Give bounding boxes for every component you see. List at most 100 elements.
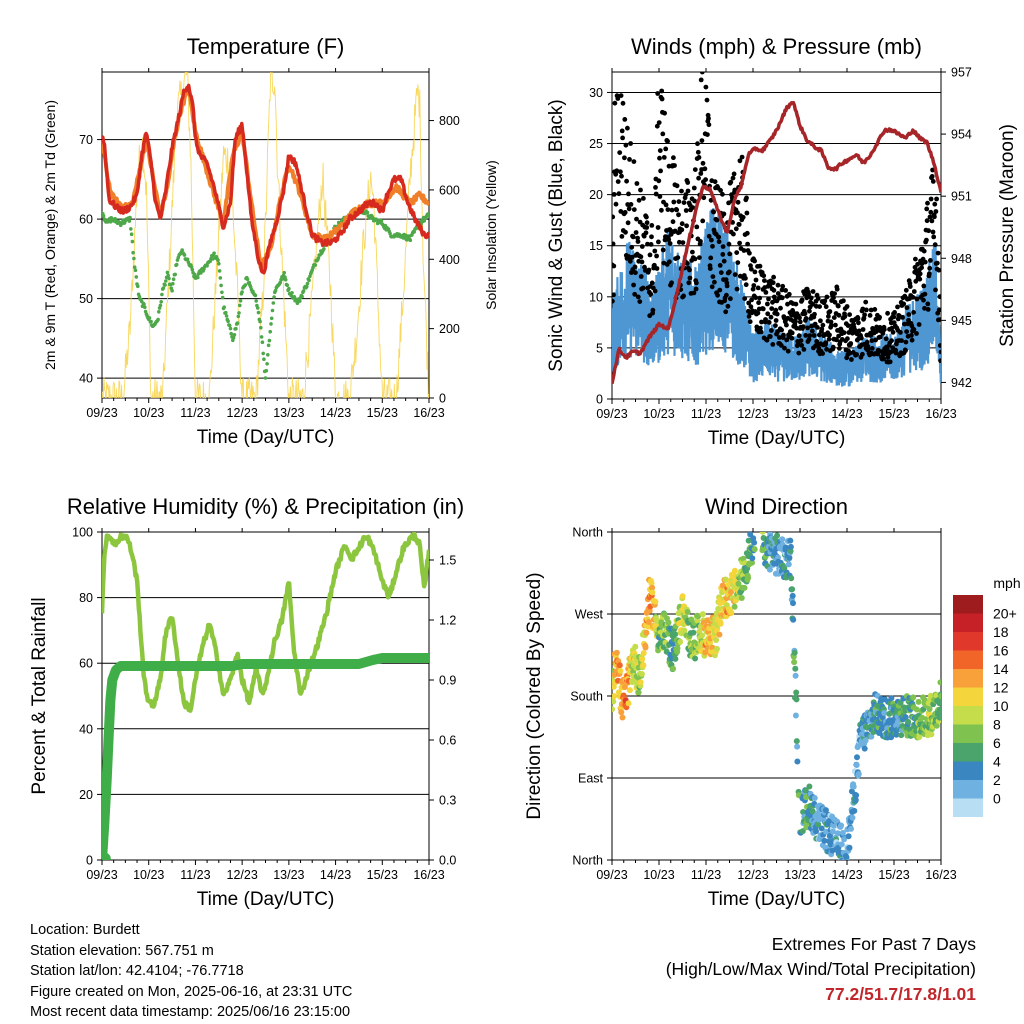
wind-gust-point xyxy=(810,301,816,307)
dir-x-tick-label: 14/23 xyxy=(831,868,862,882)
temp-dewpoint-point xyxy=(427,214,429,218)
wind-gust-point xyxy=(860,306,866,312)
wind-gust-point xyxy=(797,319,803,325)
wind-gust-point xyxy=(614,14,619,19)
dir-direction-point xyxy=(852,796,859,803)
wind-gust-point xyxy=(617,150,623,156)
wind-gust-point xyxy=(717,263,723,268)
wind-gust-point xyxy=(898,330,903,335)
temp-dewpoint-point xyxy=(283,277,288,282)
dir-direction-point xyxy=(822,807,829,814)
wind-gust-point xyxy=(824,294,830,300)
wind-gust-point xyxy=(625,125,630,131)
wind-gust-point xyxy=(684,261,690,266)
wind-gust-point xyxy=(732,187,738,193)
wind-gust-point xyxy=(810,289,816,294)
dir-direction-point xyxy=(834,830,841,837)
dir-direction-point xyxy=(763,525,769,531)
dir-direction-point xyxy=(789,586,796,593)
wind-gust-point xyxy=(936,307,941,313)
temp-dewpoint-point xyxy=(212,251,216,255)
dir-direction-point xyxy=(848,825,854,832)
dir-direction-point xyxy=(881,710,888,716)
temp-x-tick-label: 10/23 xyxy=(133,406,164,420)
dir-direction-point xyxy=(893,731,900,738)
temp-x-tick-label: 12/23 xyxy=(227,406,258,420)
wind-gust-point xyxy=(925,301,931,307)
wind-gust-point xyxy=(640,285,646,291)
temp-dewpoint-point xyxy=(422,219,427,223)
wind-y-tick-label: 5 xyxy=(596,341,603,355)
temp-y2-tick-label: 0 xyxy=(439,392,446,406)
dir-direction-point xyxy=(621,684,628,690)
dir-direction-point xyxy=(875,720,882,726)
wind-gust-point xyxy=(756,300,761,306)
wind-gust-point xyxy=(755,310,761,316)
temp-dewpoint-point xyxy=(231,335,236,340)
wind-gust-point xyxy=(760,306,766,312)
wind-gust-point xyxy=(758,325,763,331)
wind-series-group xyxy=(612,14,941,387)
wind-gust-point xyxy=(661,155,667,160)
wind-gust-point xyxy=(612,192,617,197)
rh-series-total-rainfall xyxy=(102,653,429,860)
wind-gust-point xyxy=(832,291,837,296)
wind-gust-point xyxy=(632,264,638,270)
wind-gust-point xyxy=(709,237,714,243)
wind-gust-point xyxy=(660,247,666,253)
wind-gust-point xyxy=(796,333,802,339)
dir-colorbar-unit: mph xyxy=(993,575,1020,591)
wind-gust-point xyxy=(815,325,820,330)
dir-direction-point xyxy=(791,649,798,656)
wind-gust-point xyxy=(706,122,712,128)
dir-colorbar-label: 18 xyxy=(993,624,1009,640)
temp-dewpoint-point xyxy=(316,256,321,260)
wind-gust-point xyxy=(890,329,896,335)
rh-x-tick-label: 13/23 xyxy=(273,868,304,882)
wind-gust-point xyxy=(781,332,786,338)
temp-dewpoint-point xyxy=(313,263,318,267)
wind-gust-point xyxy=(656,178,662,184)
wind-gust-point xyxy=(907,284,913,289)
temp-dewpoint-point xyxy=(236,314,241,319)
wind-gust-point xyxy=(761,273,767,279)
wind-gust-point xyxy=(619,128,625,134)
temp-dewpoint-point xyxy=(265,362,269,366)
wind-gust-point xyxy=(620,135,625,141)
wind-gust-point xyxy=(737,158,743,164)
wind-gust-point xyxy=(937,343,941,348)
temp-dewpoint-point xyxy=(192,272,197,277)
dir-direction-point xyxy=(861,745,868,752)
wind-gust-point xyxy=(709,284,715,290)
dir-direction-point xyxy=(626,687,633,694)
wind-gust-point xyxy=(935,250,941,256)
wind-gust-point xyxy=(911,310,916,315)
wind-gust-point xyxy=(932,214,937,220)
wind-gust-point xyxy=(795,341,801,347)
dir-x-tick-label: 15/23 xyxy=(878,868,909,882)
dir-direction-point xyxy=(827,832,833,839)
temp-dewpoint-point xyxy=(237,311,241,315)
temp-dewpoint-point xyxy=(132,265,137,270)
wind-gust-point xyxy=(927,265,933,271)
temp-dewpoint-point xyxy=(219,283,223,288)
wind-gust-point xyxy=(739,154,745,160)
wind-x-tick-label: 13/23 xyxy=(784,407,815,421)
wind-gust-point xyxy=(634,216,639,222)
dir-y-tick-label: West xyxy=(575,608,604,622)
wind-gust-point xyxy=(747,250,752,256)
dir-direction-point xyxy=(862,737,869,744)
dir-colorbar-swatch xyxy=(953,780,983,799)
wind-gust-point xyxy=(835,303,841,309)
temp-series-2m-temperature xyxy=(102,83,429,275)
wind-gust-point xyxy=(612,263,617,269)
dir-direction-point xyxy=(751,539,758,546)
dir-direction-point xyxy=(926,706,933,712)
wind-gust-point xyxy=(928,258,933,263)
temp-y2-tick-label: 800 xyxy=(439,114,460,128)
dir-colorbar-swatch xyxy=(953,798,983,817)
dir-direction-point xyxy=(713,637,720,643)
wind-gust-point xyxy=(720,191,725,197)
rh-x-axis-label: Time (Day/UTC) xyxy=(197,889,335,910)
wind-y2-tick-label: 942 xyxy=(951,376,972,390)
